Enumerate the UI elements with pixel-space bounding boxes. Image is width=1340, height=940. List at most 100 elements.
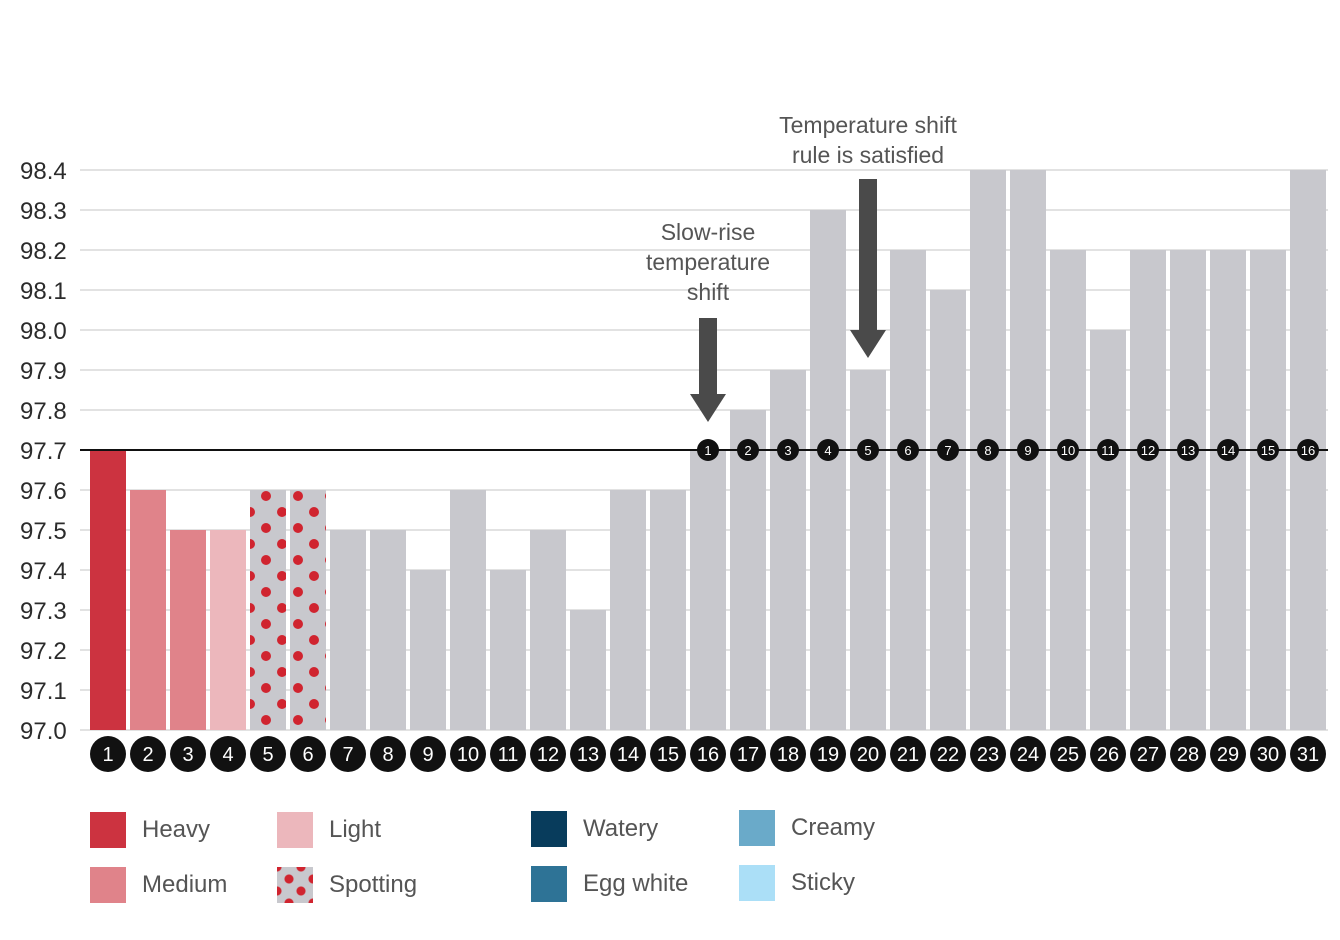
bar-day-12: [530, 530, 566, 730]
annotations: Slow-rise temperature shift Temperature shi…: [646, 112, 957, 422]
post-shift-badge: [977, 439, 999, 461]
post-shift-badge: [1137, 439, 1159, 461]
day-badge: [410, 736, 446, 772]
day-label: 3: [182, 744, 193, 766]
post-shift-label: 6: [904, 443, 911, 458]
bar-day-9: [410, 570, 446, 730]
post-shift-badge: [697, 439, 719, 461]
day-label: 24: [1017, 744, 1039, 766]
day-badge: [210, 736, 246, 772]
post-shift-label: 13: [1181, 443, 1195, 458]
annotation-text: rule is satisfied: [792, 142, 944, 168]
bar-day-2: [130, 490, 166, 730]
day-label: 9: [422, 744, 433, 766]
bar-day-17: [730, 410, 766, 730]
day-label: 21: [897, 744, 919, 766]
bar-day-1: [90, 450, 126, 730]
day-label: 12: [537, 744, 559, 766]
post-shift-badge: [1017, 439, 1039, 461]
post-shift-badge: [1177, 439, 1199, 461]
post-shift-label: 14: [1221, 443, 1235, 458]
day-label: 18: [777, 744, 799, 766]
bar-day-3: [170, 530, 206, 730]
day-badge: [170, 736, 206, 772]
day-badge: [930, 736, 966, 772]
day-badge: [690, 736, 726, 772]
bar-day-20: [850, 370, 886, 730]
y-tick-label: 98.1: [20, 278, 67, 305]
annotation-text: Temperature shift: [779, 112, 957, 138]
post-shift-badge: [817, 439, 839, 461]
y-tick-label: 97.2: [20, 638, 67, 665]
post-shift-badge: [1097, 439, 1119, 461]
day-badge: [850, 736, 886, 772]
day-label: 19: [817, 744, 839, 766]
day-label: 17: [737, 744, 759, 766]
bar-day-22: [930, 290, 966, 730]
annotation-text: temperature: [646, 249, 770, 275]
day-badge: [90, 736, 126, 772]
post-shift-label: 15: [1261, 443, 1275, 458]
day-badge: [1010, 736, 1046, 772]
day-label: 16: [697, 744, 719, 766]
post-shift-badge: [1057, 439, 1079, 461]
day-badge: [730, 736, 766, 772]
day-badge: [370, 736, 406, 772]
y-tick-label: 98.3: [20, 198, 67, 225]
post-shift-label: 10: [1061, 443, 1075, 458]
day-badge: [970, 736, 1006, 772]
day-label: 22: [937, 744, 959, 766]
bar-day-10: [450, 490, 486, 730]
day-label: 7: [342, 744, 353, 766]
day-label: 20: [857, 744, 879, 766]
y-tick-label: 97.1: [20, 678, 67, 705]
day-label: 28: [1177, 744, 1199, 766]
day-label: 25: [1057, 744, 1079, 766]
post-shift-label: 16: [1301, 443, 1315, 458]
annotation-text: shift: [687, 279, 730, 305]
post-shift-badge: [777, 439, 799, 461]
day-label: 1: [102, 744, 113, 766]
bar-day-18: [770, 370, 806, 730]
day-label: 15: [657, 744, 679, 766]
annotation-arrow-head: [850, 330, 886, 358]
day-label: 2: [142, 744, 153, 766]
day-label: 4: [222, 744, 233, 766]
annotation-text: Slow-rise: [661, 219, 756, 245]
day-badge: [250, 736, 286, 772]
bar-day-11: [490, 570, 526, 730]
post-shift-badge: [897, 439, 919, 461]
post-shift-label: 8: [984, 443, 991, 458]
day-badge: [1170, 736, 1206, 772]
day-badge: [1130, 736, 1166, 772]
post-shift-badge: [737, 439, 759, 461]
y-tick-label: 98.0: [20, 318, 67, 345]
day-badge: [650, 736, 686, 772]
post-shift-label: 2: [744, 443, 751, 458]
day-badge: [330, 736, 366, 772]
post-shift-badge: [937, 439, 959, 461]
bar-day-25: [1050, 250, 1086, 730]
post-shift-label: 11: [1101, 443, 1115, 458]
post-shift-label: 12: [1141, 443, 1155, 458]
bar-day-27: [1130, 250, 1166, 730]
day-label: 14: [617, 744, 639, 766]
day-label: 31: [1297, 744, 1319, 766]
post-shift-badge: [1217, 439, 1239, 461]
day-badge: [890, 736, 926, 772]
annotation-arrow-head: [690, 394, 726, 422]
day-label: 13: [577, 744, 599, 766]
annotation-arrow-shaft: [859, 179, 877, 330]
day-badge: [1210, 736, 1246, 772]
bar-day-16: [690, 450, 726, 730]
day-badge: [810, 736, 846, 772]
post-shift-label: 4: [824, 443, 831, 458]
post-shift-badge: [1297, 439, 1319, 461]
post-shift-label: 9: [1024, 443, 1031, 458]
y-tick-label: 97.0: [20, 718, 67, 745]
post-shift-badge: [1257, 439, 1279, 461]
bar-day-7: [330, 530, 366, 730]
day-badge: [1290, 736, 1326, 772]
y-tick-label: 97.3: [20, 598, 67, 625]
